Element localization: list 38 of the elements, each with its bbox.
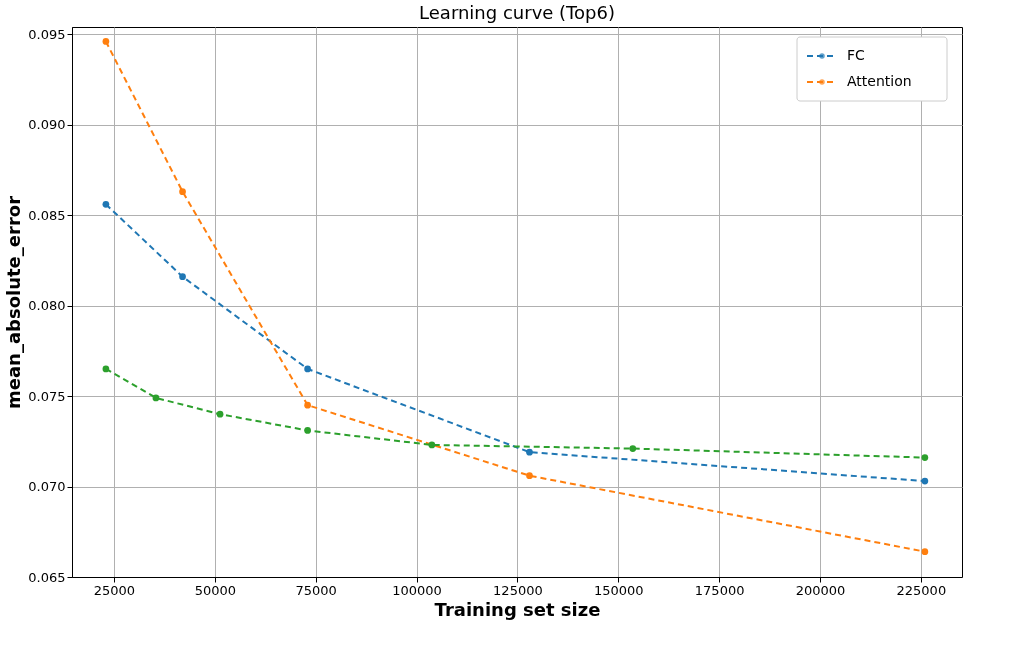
y-tick-label: 0.070 (28, 479, 66, 495)
point (179, 188, 186, 195)
y-tick-label: 0.075 (28, 388, 66, 404)
point (216, 410, 224, 418)
point (304, 365, 311, 373)
point (102, 38, 110, 45)
y-tick-label: 0.085 (28, 207, 66, 223)
y-tick-label: 0.080 (28, 298, 66, 314)
point (526, 448, 533, 456)
point (304, 427, 311, 434)
x-tick-label: 175000 (694, 582, 745, 598)
x-axis-title: Training set size (434, 598, 601, 620)
point (102, 200, 110, 208)
x-tick-label: 200000 (795, 582, 846, 598)
point (921, 454, 929, 461)
y-tick-label: 0.065 (28, 569, 66, 585)
y-tick-label: 0.090 (28, 117, 66, 133)
point (179, 273, 186, 281)
x-tick-label: 225000 (896, 582, 947, 598)
x-tick-label: 100000 (392, 582, 442, 598)
point (921, 477, 929, 485)
legend-label: FC (847, 47, 866, 63)
x-tick-label: 50000 (194, 582, 236, 598)
point (102, 365, 110, 373)
legend-label: Attention (847, 73, 912, 89)
y-axis-title: mean_absolute_error (3, 195, 25, 410)
x-tick-label: 25000 (93, 582, 136, 598)
x-tick-label: 75000 (295, 582, 337, 598)
point (526, 472, 533, 480)
point (629, 445, 637, 452)
x-tick-label: 150000 (593, 582, 644, 598)
point (428, 441, 436, 449)
point (304, 401, 311, 409)
point (921, 548, 929, 556)
x-tick-label: 125000 (493, 582, 543, 598)
chart-title: Learning curve (Top6) (419, 2, 615, 23)
y-tick-label: 0.095 (28, 26, 66, 42)
point (152, 394, 160, 402)
